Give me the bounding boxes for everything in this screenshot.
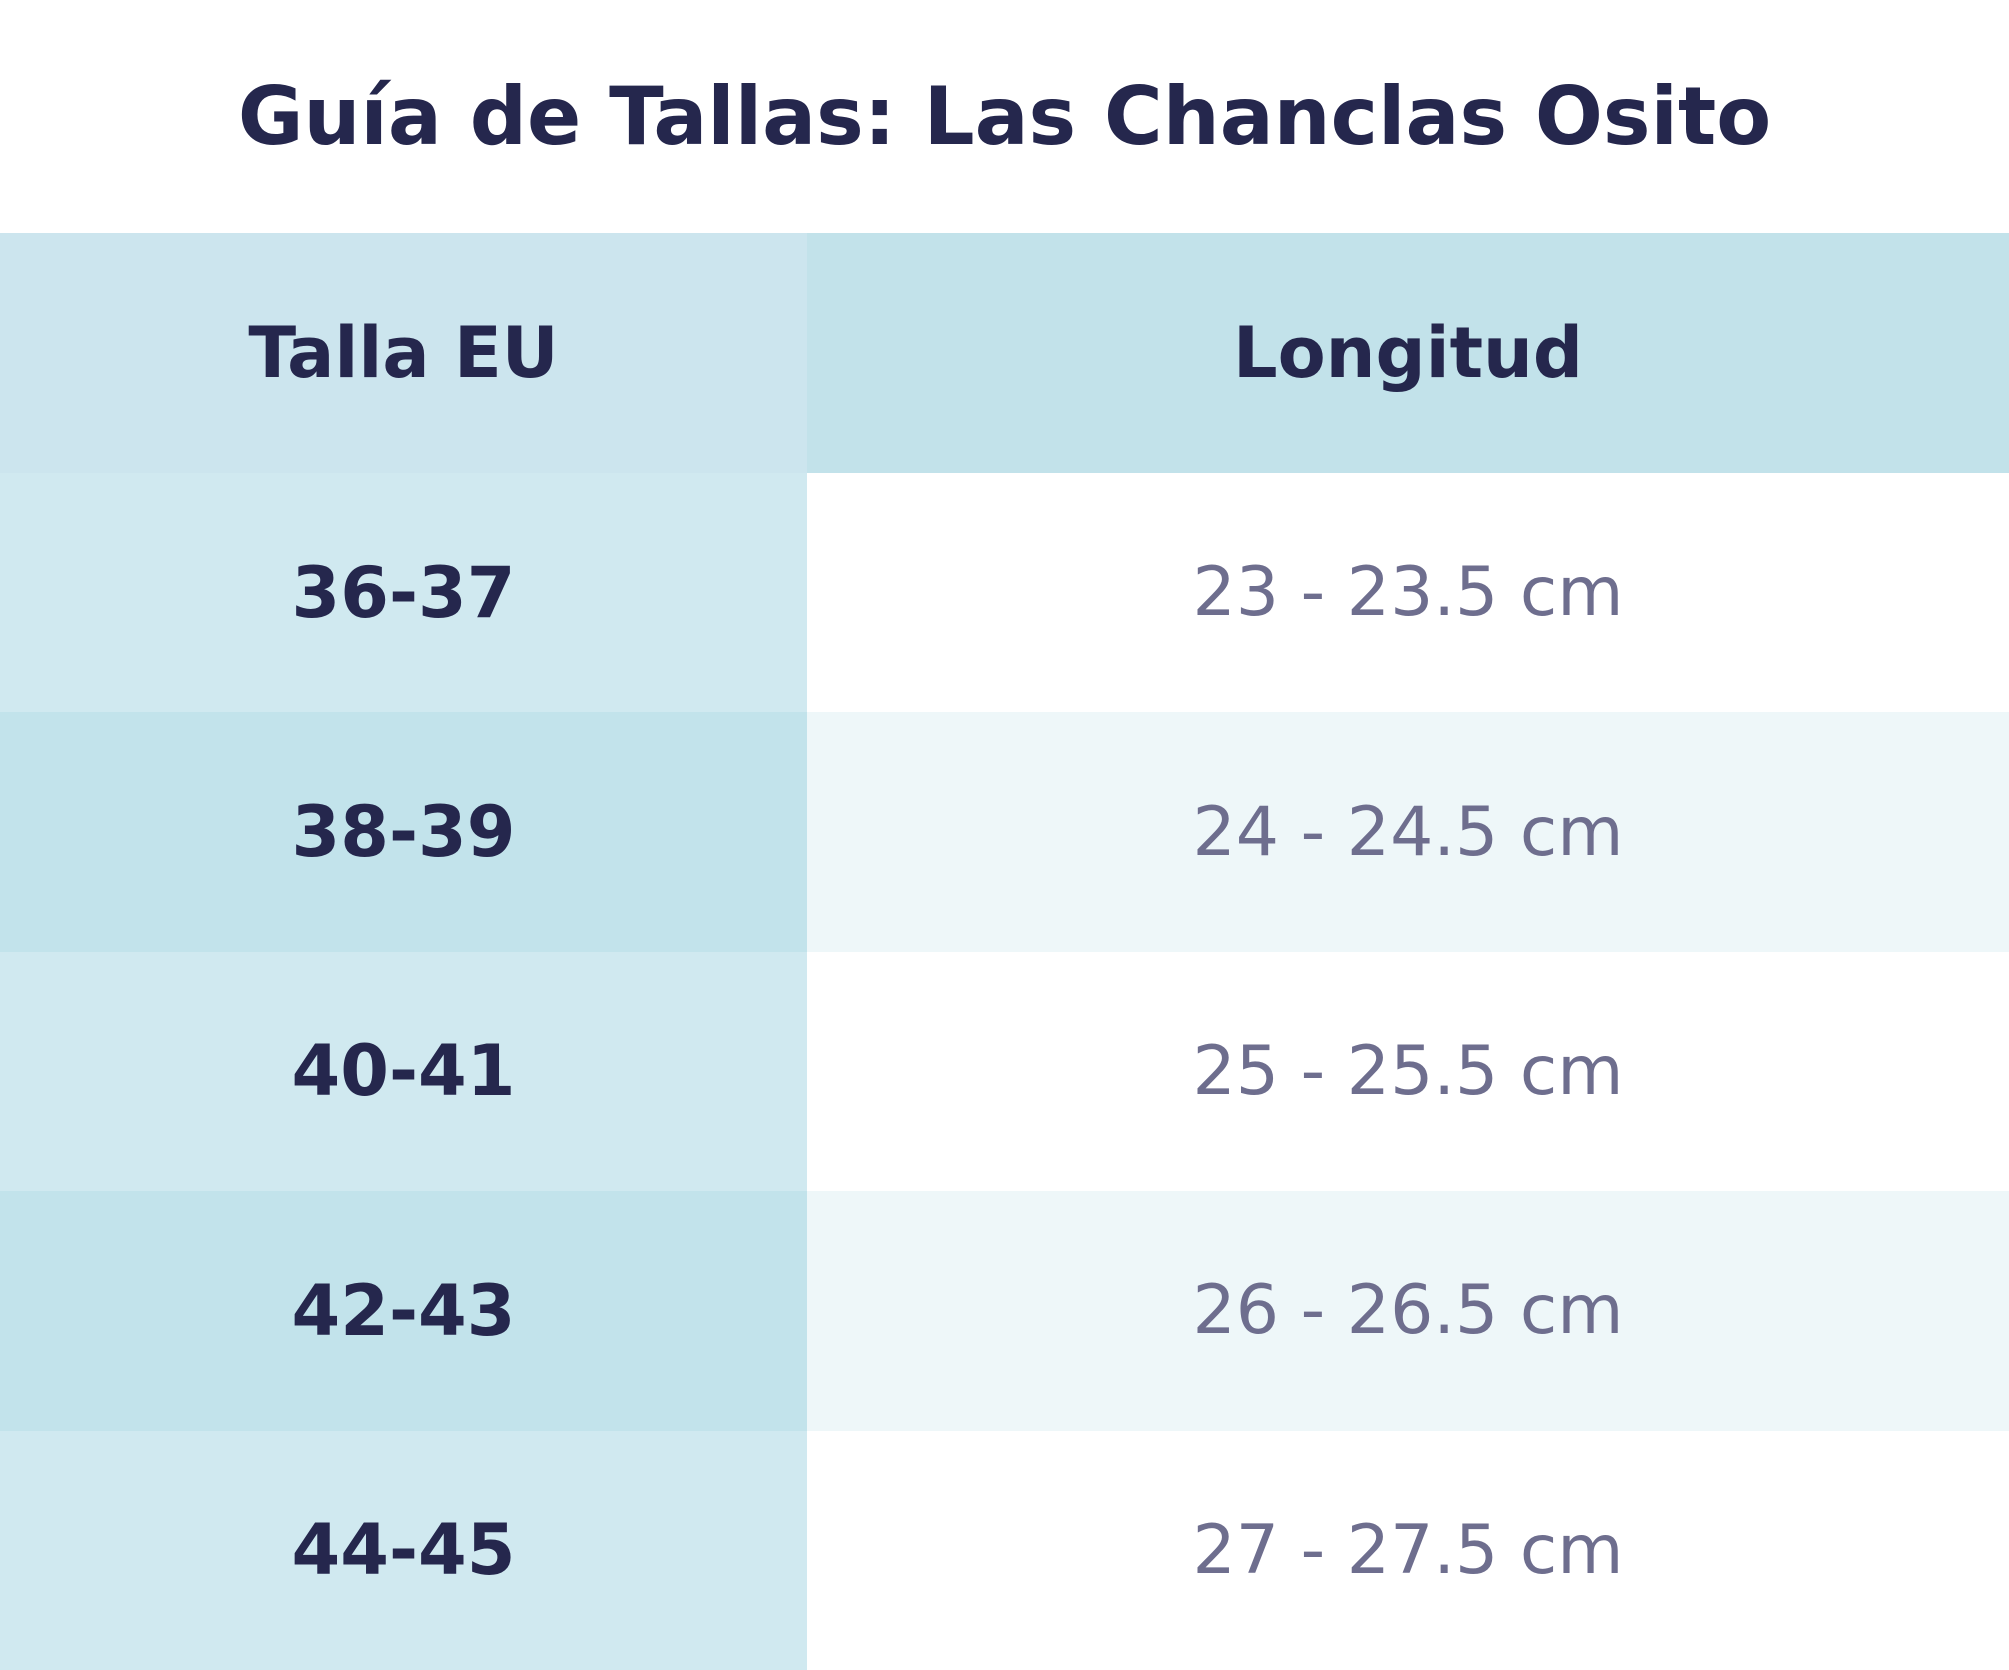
- length-cell: 23 - 23.5 cm: [807, 473, 2009, 713]
- size-cell: 36-37: [0, 473, 807, 713]
- size-cell: 38-39: [0, 712, 807, 952]
- title: Guía de Tallas: Las Chanclas Osito: [237, 70, 1772, 163]
- length-cell: 25 - 25.5 cm: [807, 951, 2009, 1192]
- column-header: Longitud: [807, 233, 2009, 473]
- length-cell: 26 - 26.5 cm: [807, 1191, 2009, 1431]
- length-cell: 24 - 24.5 cm: [807, 712, 2009, 952]
- size-cell: 44-45: [0, 1430, 807, 1670]
- length-cell: 27 - 27.5 cm: [807, 1430, 2009, 1670]
- size-cell: 40-41: [0, 951, 807, 1192]
- size-cell: 42-43: [0, 1191, 807, 1431]
- size-table: Talla EU Longitud 36-37 23 - 23.5 cm 38-39…: [0, 233, 2009, 1670]
- column-header: Talla EU: [0, 233, 807, 473]
